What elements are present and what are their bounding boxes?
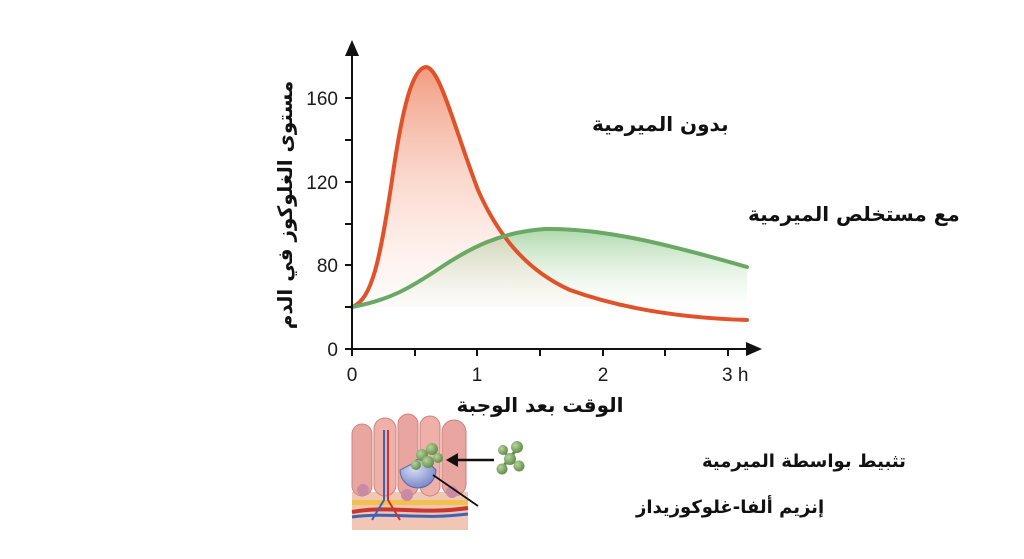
green-curve-with-sage	[350, 226, 749, 309]
enzyme-label: إنزيم ألفا-غلوكوزيداز	[635, 495, 824, 518]
label-without-sage: بدون الميرمية	[592, 112, 729, 136]
x-tick-0: 0	[347, 365, 358, 386]
x-axis-title: الوقت بعد الوجبة	[456, 393, 623, 417]
x-axis-arrowhead	[746, 342, 762, 356]
y-axis-title: مستوى الغلوكوز في الدم	[273, 81, 298, 330]
label-with-sage: مع مستخلص الميرمية	[748, 202, 960, 226]
sage-molecule-icon	[496, 441, 525, 475]
sage-molecule-on-enzyme	[411, 443, 443, 470]
intestinal-villi-illustration	[351, 413, 469, 530]
red-area-fill	[352, 67, 747, 320]
y-tick-80: 80	[317, 256, 338, 277]
red-curve-without-sage	[350, 64, 749, 322]
x-tick-2: 2	[598, 365, 609, 386]
x-tick-3: 3 h	[722, 365, 748, 386]
inhibition-label: تثبيط بواسطة الميرمية	[702, 451, 906, 472]
enzyme-pointer-line	[432, 474, 479, 507]
y-tick-160: 160	[306, 89, 338, 110]
x-axis	[351, 348, 750, 356]
y-axis-arrowhead	[345, 40, 359, 56]
y-tick-120: 120	[306, 173, 338, 194]
arrow-left-icon	[446, 453, 494, 467]
y-tick-0: 0	[327, 340, 338, 361]
x-tick-1: 1	[472, 365, 483, 386]
y-axis	[345, 52, 353, 350]
